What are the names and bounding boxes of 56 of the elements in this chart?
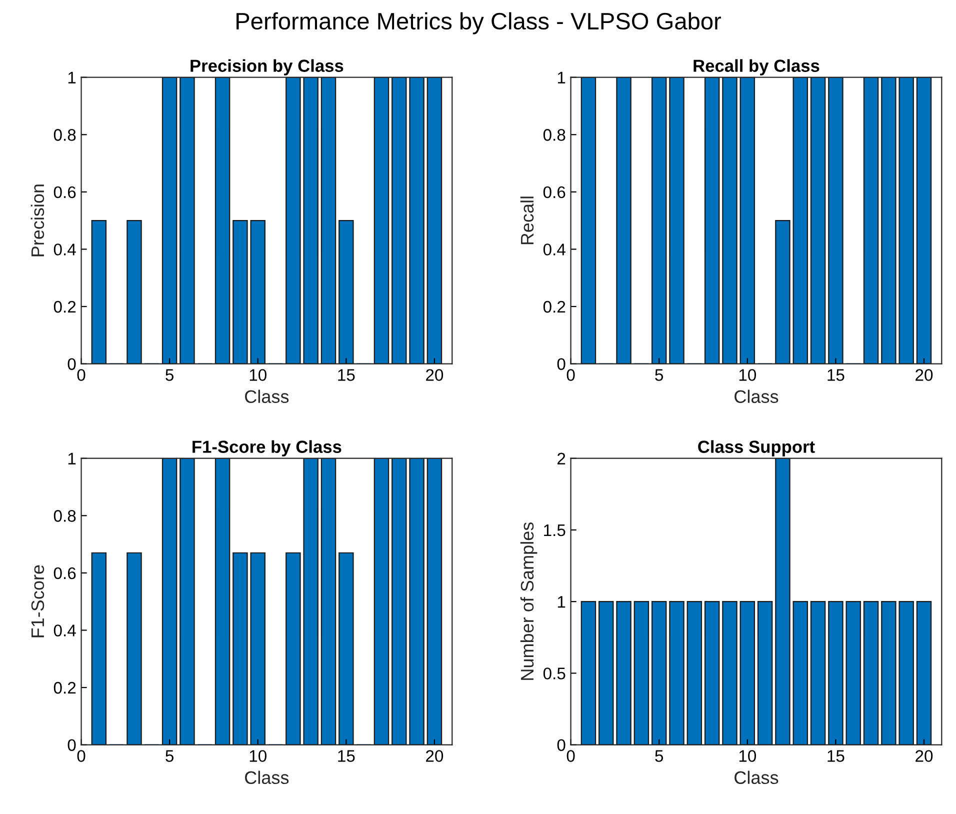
y-tick-label: 0: [557, 358, 566, 370]
y-tick-label: 0: [557, 739, 566, 752]
text: Performance Metrics by Class - VLPSO Gabor: [236, 12, 722, 34]
x-tick-label: 5: [166, 750, 174, 762]
x-axis-title: Class: [245, 770, 289, 784]
chart-title: Class Support: [698, 440, 815, 456]
x-axis-title: Class: [734, 770, 778, 784]
x-tick-label: 5: [655, 750, 664, 762]
y-tick-label: 0.2: [54, 682, 76, 694]
y-tick-label: 0.4: [54, 624, 76, 636]
y-tick-label: 0.6: [543, 186, 566, 198]
y-tick-label: 0.5: [543, 668, 566, 680]
x-tick-label: 20: [426, 369, 444, 381]
x-tick-label: 5: [166, 369, 174, 381]
x-tick-label: 15: [828, 750, 844, 762]
chart-title: F1-Score by Class: [192, 440, 342, 456]
y-axis-title: Precision: [30, 184, 44, 256]
x-tick-label: 20: [426, 750, 444, 762]
x-tick-label: 15: [338, 369, 355, 381]
y-tick-label: 0.4: [54, 244, 76, 256]
y-tick-label: 1.5: [544, 524, 566, 536]
x-axis-title: Class: [734, 390, 778, 404]
y-tick-label: 0.8: [543, 129, 566, 141]
x-tick-label: 0: [566, 369, 575, 381]
x-tick-label: 10: [250, 369, 266, 381]
y-tick-label: 0.6: [54, 567, 76, 580]
x-tick-label: 15: [338, 750, 355, 762]
y-tick-label: 0.8: [54, 510, 76, 522]
y-tick-label: 1: [68, 72, 76, 84]
y-tick-label: 2: [558, 452, 566, 464]
y-tick-label: 0: [68, 358, 76, 370]
y-tick-label: 1: [68, 452, 76, 464]
x-tick-label: 15: [828, 369, 844, 381]
y-tick-label: 0: [68, 739, 76, 752]
y-tick-label: 0.6: [54, 186, 76, 198]
y-tick-label: 1: [558, 72, 566, 84]
y-tick-label: 0.2: [543, 300, 566, 313]
x-tick-label: 0: [77, 369, 86, 381]
y-axis-title: Number of Samples: [520, 522, 538, 680]
chart-title: Recall by Class: [694, 59, 820, 76]
x-tick-label: 10: [739, 369, 756, 381]
x-tick-label: 20: [916, 750, 933, 762]
x-tick-label: 5: [655, 369, 664, 381]
x-tick-label: 0: [566, 750, 575, 762]
y-tick-label: 1: [558, 596, 566, 608]
y-axis-title: Recall: [520, 196, 534, 244]
chart-title: Precision by Class: [190, 59, 344, 76]
y-axis-title: F1-Score: [31, 565, 44, 638]
x-tick-label: 10: [250, 750, 266, 762]
x-tick-label: 10: [739, 750, 756, 762]
x-tick-label: 0: [77, 750, 86, 762]
x-axis-title: Class: [245, 390, 289, 404]
y-tick-label: 0.2: [54, 300, 76, 313]
y-tick-label: 0.4: [543, 244, 566, 256]
x-tick-label: 20: [916, 369, 933, 381]
y-tick-label: 0.8: [54, 129, 76, 141]
